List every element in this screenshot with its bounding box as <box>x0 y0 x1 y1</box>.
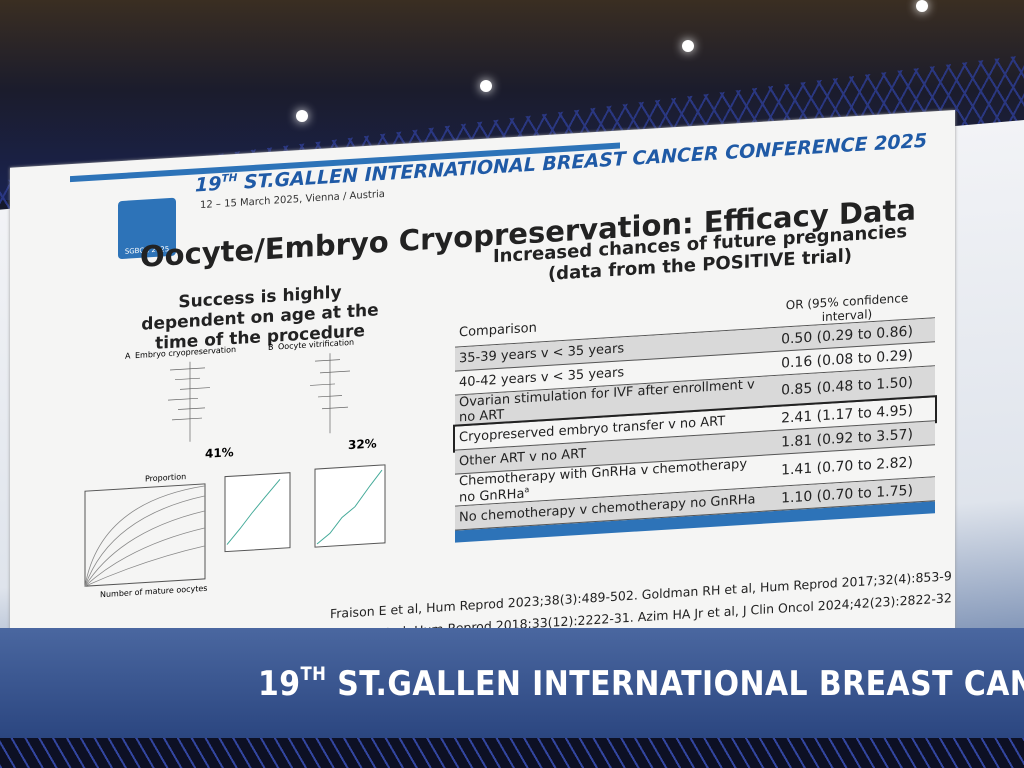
panel-letter: A <box>125 351 131 360</box>
curve <box>316 469 383 545</box>
ordinal-suffix: TH <box>300 664 327 685</box>
stage-truss <box>0 738 1024 768</box>
or-table: Comparison OR (95% confidence interval) 35… <box>453 289 937 543</box>
footnote-mark: a <box>524 485 530 495</box>
panel-label: Oocyte vitrification <box>278 338 354 352</box>
left-figures: A Embryo cryopreservation B Oocyte vitri… <box>84 338 386 600</box>
comparison: Other ART v no ART <box>459 446 587 470</box>
light <box>682 40 694 52</box>
pooled-percent: 41% <box>205 445 234 461</box>
curve-frame <box>84 483 206 587</box>
odds-ratio: 0.85 (0.48 to 1.50) <box>781 374 913 399</box>
ordinal-suffix: TH <box>221 171 238 185</box>
odds-ratio: 1.41 (0.70 to 2.82) <box>781 454 913 479</box>
light <box>480 80 492 92</box>
banner: 19TH ST.GALLEN INTERNATIONAL BREAST CANC… <box>0 628 1024 738</box>
curve <box>226 478 281 545</box>
light <box>296 110 308 122</box>
panel-letter: B <box>268 343 273 352</box>
ordinal: 19 <box>195 172 222 197</box>
curves <box>84 485 206 587</box>
ordinal: 19 <box>258 664 301 704</box>
curve-frame <box>224 472 291 553</box>
slide: SGBCC 2025 19TH ST.GALLEN INTERNATIONAL … <box>10 110 955 688</box>
light <box>916 0 928 12</box>
axis-label: Proportion <box>145 472 186 484</box>
forest-plots <box>168 353 350 442</box>
pooled-percent: 32% <box>348 436 377 452</box>
banner-name: ST.GALLEN INTERNATIONAL BREAST CANCER CO… <box>337 664 1024 704</box>
curve-frame <box>314 464 386 548</box>
banner-text: 19TH ST.GALLEN INTERNATIONAL BREAST CANC… <box>258 664 1024 704</box>
axis-label: Number of mature oocytes <box>100 584 207 600</box>
